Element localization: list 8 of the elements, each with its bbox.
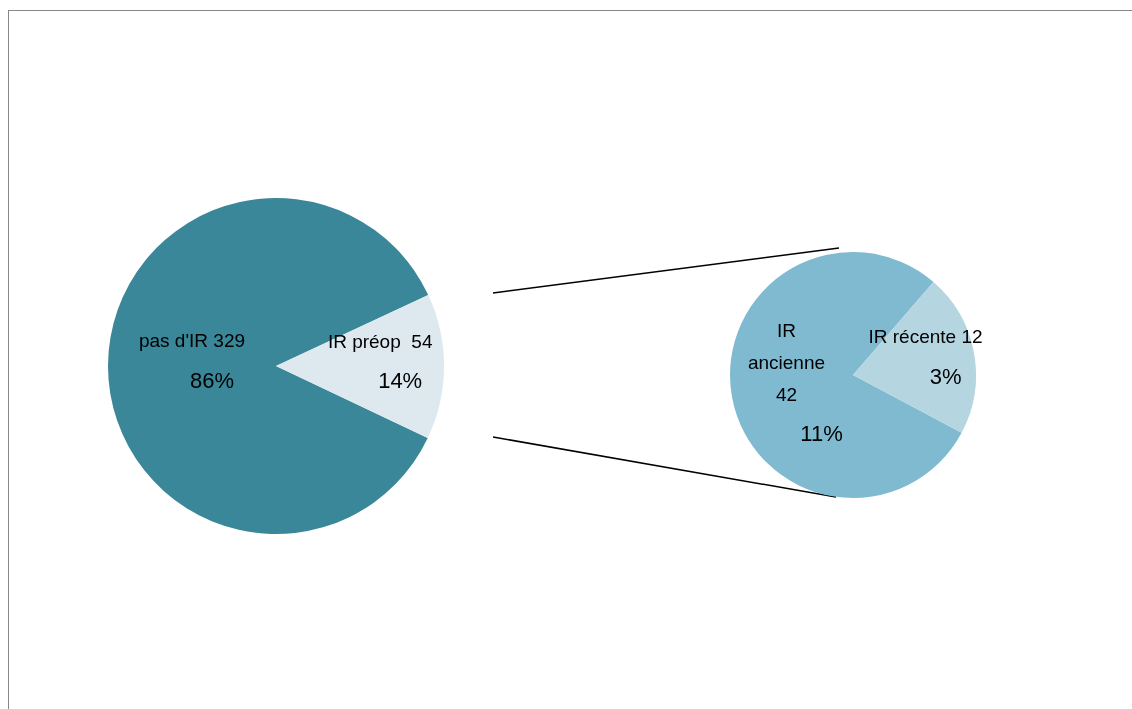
data-label: 86% xyxy=(189,367,235,393)
slice-label: pas d'IR 329 xyxy=(138,329,246,351)
slice-label: IR préop 54 xyxy=(327,330,433,352)
data-label: 14% xyxy=(378,368,423,394)
data-label: 3% xyxy=(929,363,962,389)
slice-label: IR ancienne 42 xyxy=(747,319,826,405)
data-label: 11% xyxy=(800,421,843,447)
slice-label: IR récente 12 xyxy=(868,325,983,347)
